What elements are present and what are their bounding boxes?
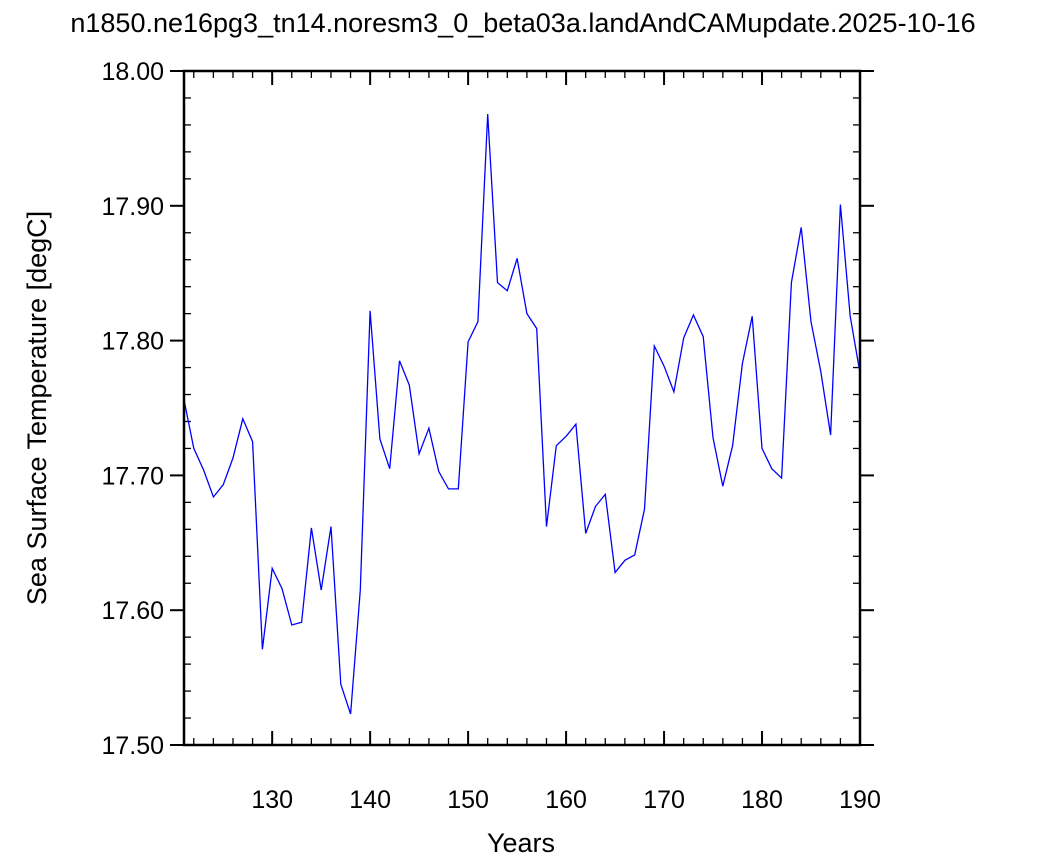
x-tick-label: 170 <box>643 786 685 814</box>
x-tick-label: 150 <box>447 786 489 814</box>
y-axis-label: Sea Surface Temperature [degC] <box>22 211 52 605</box>
tick-labels: 130 140 150 160 170 180 190 17.50 17.60 17.70 17.8… <box>101 58 880 814</box>
x-tick-label: 130 <box>251 786 293 814</box>
x-tick-label: 180 <box>741 786 783 814</box>
sst-series-line <box>183 114 861 715</box>
y-tick-label: 17.70 <box>101 462 164 490</box>
y-tick-label: 17.50 <box>101 732 164 760</box>
y-tick-label: 18.00 <box>101 58 164 86</box>
x-tick-label: 140 <box>349 786 391 814</box>
x-tick-label: 160 <box>545 786 587 814</box>
axis-ticks <box>170 70 874 746</box>
y-tick-label: 17.80 <box>101 328 164 356</box>
x-tick-label: 190 <box>839 786 881 814</box>
y-tick-label: 17.60 <box>101 597 164 625</box>
x-axis-label: Years <box>487 828 555 858</box>
y-tick-label: 17.90 <box>101 193 164 221</box>
chart-title: n1850.ne16pg3_tn14.noresm3_0_beta03a.lan… <box>70 8 975 38</box>
plot-frame <box>182 69 862 747</box>
